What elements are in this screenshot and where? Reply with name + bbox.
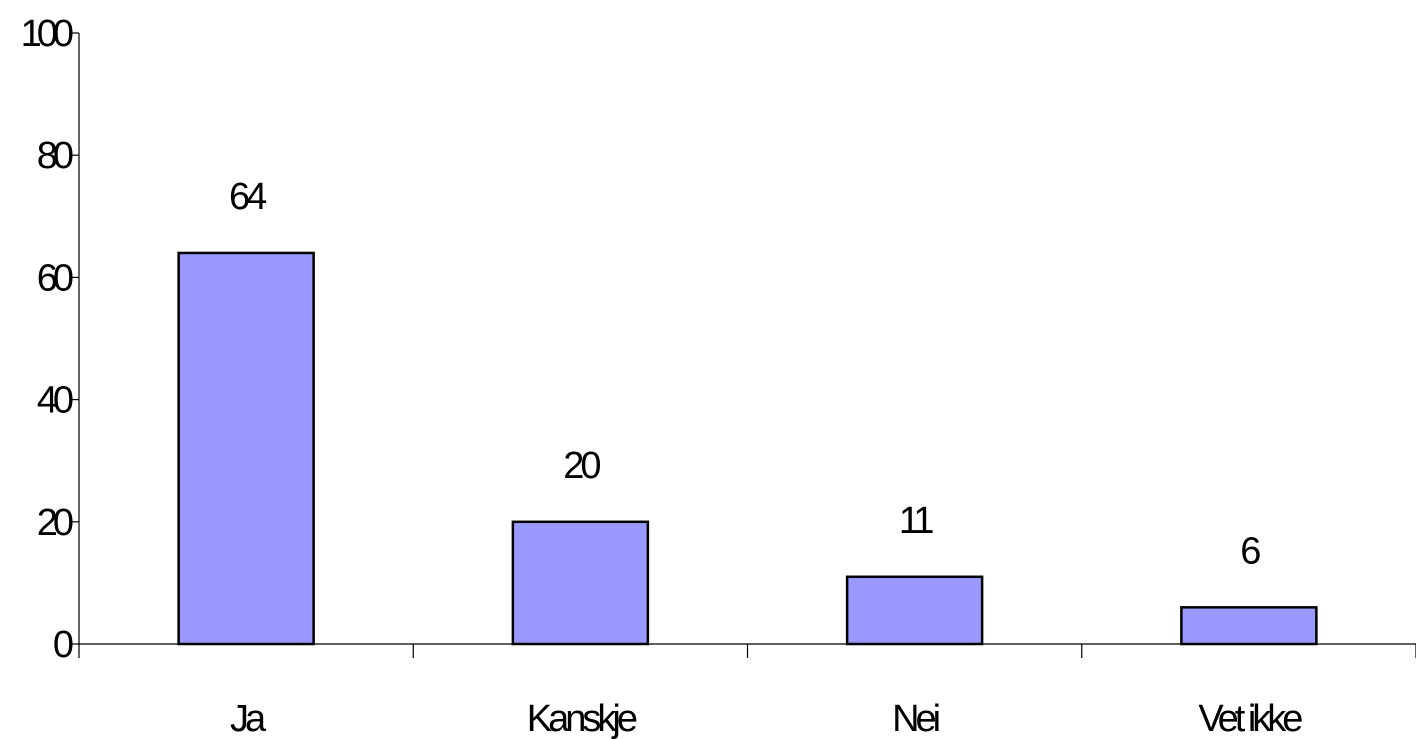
bar-vet-ikke	[1180, 606, 1318, 646]
data-labels: 64 20 11 6	[229, 176, 1264, 572]
x-tick-label: Ja	[230, 698, 267, 739]
data-label: 64	[229, 176, 267, 218]
data-label: 6	[1240, 530, 1260, 572]
y-tick-label: 60	[37, 257, 73, 299]
y-tick-label: 40	[37, 380, 73, 422]
data-label: 20	[563, 445, 600, 487]
x-tick-label: Kanskje	[527, 698, 637, 739]
y-tick-label: 20	[37, 502, 73, 544]
y-tick-label: 80	[37, 135, 73, 177]
bar-ja	[177, 251, 315, 646]
x-tick-label: Vet ikke	[1198, 698, 1302, 739]
data-label: 11	[899, 500, 933, 542]
bar-nei	[845, 575, 984, 646]
bar-kanskje	[511, 520, 650, 646]
x-tick-label: Nei	[892, 698, 939, 739]
y-axis-ticks: 0 20 40 60 80 100	[21, 13, 79, 666]
x-axis-ticks	[78, 644, 1416, 658]
y-tick-label: 100	[21, 13, 73, 55]
y-tick-label: 0	[53, 624, 73, 666]
bar-series	[177, 251, 1318, 646]
category-labels: Ja Kanskje Nei Vet ikke	[230, 698, 1306, 739]
